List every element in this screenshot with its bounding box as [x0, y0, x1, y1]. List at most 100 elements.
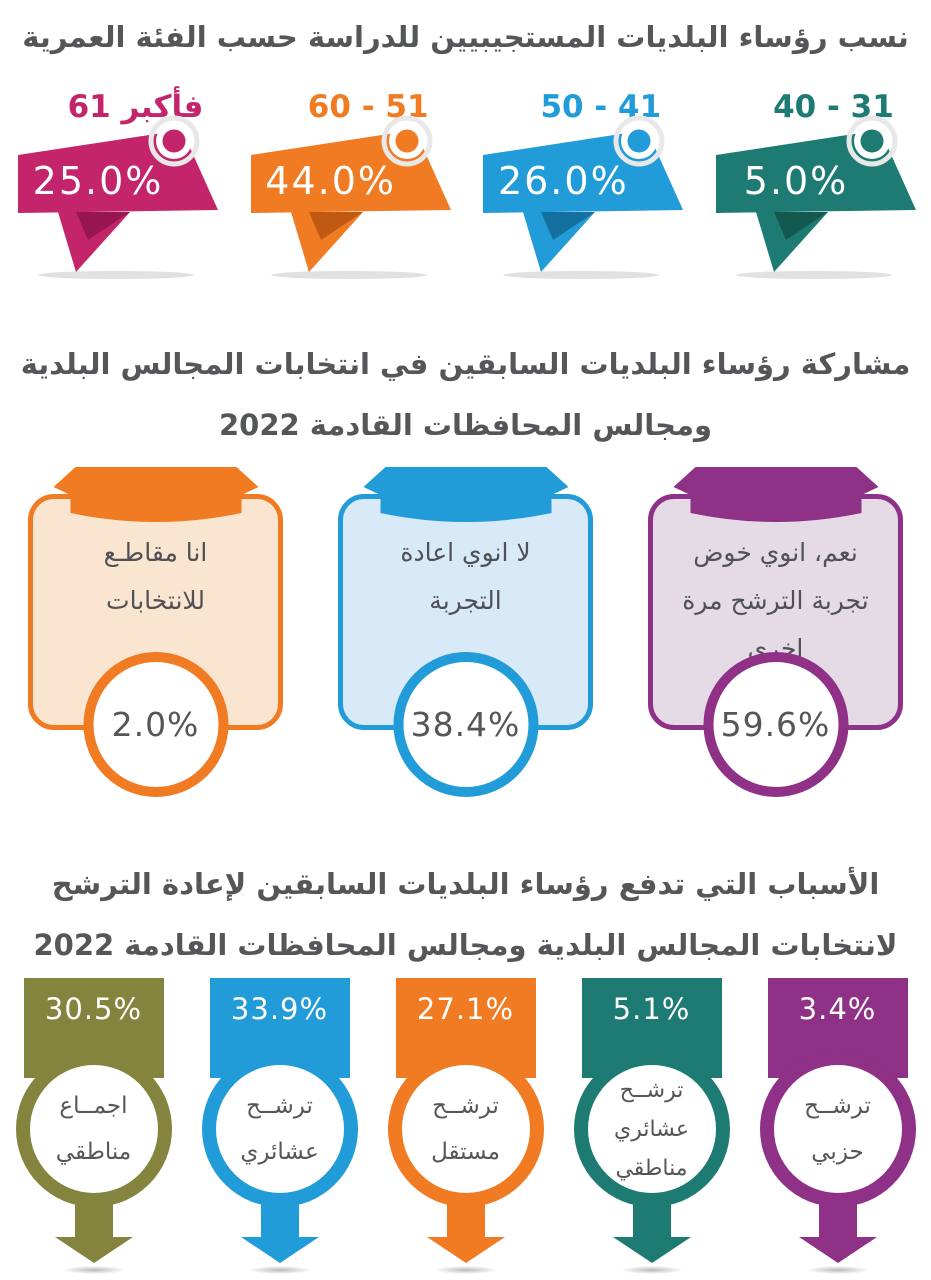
answer-text-line: التجربة — [429, 586, 502, 615]
arrow-down-icon — [426, 1237, 505, 1263]
column-shadow — [805, 1266, 870, 1274]
reason-percentage: 33.9% — [230, 992, 329, 1026]
answer-card: لا انوي اعادة التجربة 38.4% — [338, 467, 593, 797]
percentage-circle: 59.6% — [703, 652, 848, 797]
answer-text-line: نعم، انوي خوض — [693, 538, 858, 567]
age-percentage: 44.0% — [265, 159, 397, 203]
participation-section-title: مشاركة رؤساء البلديات السابقين في انتخاب… — [0, 334, 931, 456]
reason-column-tribal-regional: 5.1% ترشــح عشائري مناطقي — [573, 978, 730, 1276]
ribbon-banner: 44.0% — [249, 115, 454, 280]
reason-column-regional-consensus: 30.5% اجمــاع مناطقي — [15, 978, 172, 1276]
badge-glow-ring — [148, 115, 200, 167]
card-run-again: نعم، انوي خوض تجربة الترشح مرة اخرى 59.6… — [648, 462, 903, 806]
age-range-label: 40 - 31 — [773, 89, 894, 125]
reason-label-line: عشائري — [614, 1116, 689, 1142]
reason-label: ترشــح حزبي — [804, 1083, 871, 1175]
reason-circle: ترشــح حزبي — [759, 1051, 916, 1207]
ribbon-banner-icon — [18, 115, 218, 279]
reason-label: اجمــاع مناطقي — [56, 1083, 131, 1175]
column-shadow — [247, 1266, 312, 1274]
column-shadow — [61, 1266, 126, 1274]
ribbon-banner: 26.0% — [481, 115, 686, 280]
card-ribbon-icon — [673, 467, 878, 522]
arrow-stem — [818, 1202, 857, 1238]
reason-label-line: حزبي — [811, 1139, 864, 1165]
age-range-label: 50 - 41 — [540, 89, 662, 125]
reason-label-line: عشائري — [240, 1139, 319, 1165]
badge-dot-icon — [627, 129, 651, 153]
age-ribbon-51-60: 60 - 51 44.0% — [249, 86, 456, 280]
participation-cards-row: انا مقاطـع للانتخابات 2.0% لا انوي اعادة… — [0, 462, 931, 806]
reason-label-line: ترشــح — [619, 1077, 684, 1103]
participation-title-line2: ومجالس المحافظات القادمة 2022 — [218, 408, 712, 442]
reason-label-line: ترشــح — [804, 1093, 871, 1119]
badge-glow-ring — [846, 115, 898, 167]
age-percentage: 25.0% — [32, 159, 164, 203]
percentage-circle: 2.0% — [83, 652, 228, 797]
reason-column-party: 3.4% ترشــح حزبي — [759, 978, 916, 1276]
ribbon-banner: 5.0% — [714, 115, 919, 280]
reasons-columns-row: 30.5% اجمــاع مناطقي 33.9% — [0, 978, 931, 1276]
badge-glow-ring — [381, 115, 433, 167]
reason-column-independent: 27.1% ترشــح مستقل — [387, 978, 544, 1276]
age-section-title: نسب رؤساء البلديات المستجيبيين للدراسة ح… — [22, 20, 909, 54]
badge-dot-icon — [860, 129, 884, 153]
reason-label-line: مناطقي — [615, 1155, 688, 1181]
answer-text-line: انا مقاطـع — [103, 538, 208, 567]
reason-percentage: 5.1% — [612, 992, 691, 1026]
badge-glow-ring — [613, 115, 665, 167]
answer-text: نعم، انوي خوض تجربة الترشح مرة اخرى — [653, 529, 898, 673]
reason-percentage: 30.5% — [44, 992, 143, 1026]
age-ribbon-61-plus: 61 فأكبر 25.0% — [16, 86, 223, 280]
reason-label: ترشــح مستقل — [431, 1083, 500, 1175]
reasons-section-title: الأسباب التي تدفع رؤساء البلديات السابقي… — [0, 854, 931, 976]
card-ribbon-icon — [53, 467, 258, 522]
reason-label: ترشــح عشائري مناطقي — [614, 1071, 689, 1188]
reason-percentage: 27.1% — [416, 992, 515, 1026]
card-ribbon-icon — [363, 467, 568, 522]
answer-text-line: للانتخابات — [106, 586, 205, 615]
age-ribbons-row: 61 فأكبر 25.0% 60 - 51 — [0, 86, 931, 280]
answer-text: لا انوي اعادة التجربة — [343, 529, 588, 625]
arrow-down-icon — [54, 1237, 133, 1263]
arrow-down-icon — [798, 1237, 877, 1263]
age-range-label: 60 - 51 — [307, 89, 429, 125]
reason-circle-inner: ترشــح عشائري — [215, 1065, 344, 1193]
reason-label-line: مناطقي — [55, 1139, 132, 1165]
age-ribbon-31-40: 40 - 31 5.0% — [714, 86, 921, 280]
participation-percentage: 38.4% — [410, 705, 521, 744]
card-boycott: انا مقاطـع للانتخابات 2.0% — [28, 462, 283, 806]
ribbon-banner: 25.0% — [16, 115, 221, 280]
answer-text-line: لا انوي اعادة — [400, 538, 531, 567]
column-shadow — [619, 1266, 684, 1274]
arrow-stem — [632, 1202, 671, 1238]
ribbon-banner-icon — [483, 115, 684, 279]
reason-label: ترشــح عشائري — [240, 1083, 318, 1175]
reason-label-line: اجمــاع — [59, 1093, 128, 1119]
arrow-stem — [260, 1202, 299, 1238]
badge-dot-icon — [162, 129, 186, 153]
reason-label-line: ترشــح — [246, 1093, 313, 1119]
reason-circle: ترشــح عشائري مناطقي — [573, 1051, 730, 1207]
reason-circle-inner: ترشــح عشائري مناطقي — [587, 1065, 716, 1193]
card-no-repeat: لا انوي اعادة التجربة 38.4% — [338, 462, 593, 806]
participation-percentage: 2.0% — [111, 705, 200, 744]
arrow-down-icon — [612, 1237, 691, 1263]
reason-circle-inner: اجمــاع مناطقي — [29, 1065, 158, 1193]
age-range-label: 61 فأكبر — [67, 89, 204, 125]
badge-dot-icon — [395, 129, 419, 153]
answer-card: نعم، انوي خوض تجربة الترشح مرة اخرى 59.6… — [648, 467, 903, 797]
arrow-down-icon — [240, 1237, 319, 1263]
reason-label-line: مستقل — [431, 1139, 500, 1165]
reasons-title-line1: الأسباب التي تدفع رؤساء البلديات السابقي… — [51, 867, 880, 901]
answer-text: انا مقاطـع للانتخابات — [33, 529, 278, 625]
ribbon-banner-icon — [250, 115, 451, 279]
age-percentage: 5.0% — [743, 159, 849, 203]
answer-text-line: تجربة الترشح مرة — [682, 586, 869, 615]
answer-card: انا مقاطـع للانتخابات 2.0% — [28, 467, 283, 797]
age-percentage: 26.0% — [497, 159, 629, 203]
reason-circle: ترشــح مستقل — [387, 1051, 544, 1207]
participation-percentage: 59.6% — [720, 705, 831, 744]
age-ribbon-41-50: 50 - 41 26.0% — [481, 86, 688, 280]
